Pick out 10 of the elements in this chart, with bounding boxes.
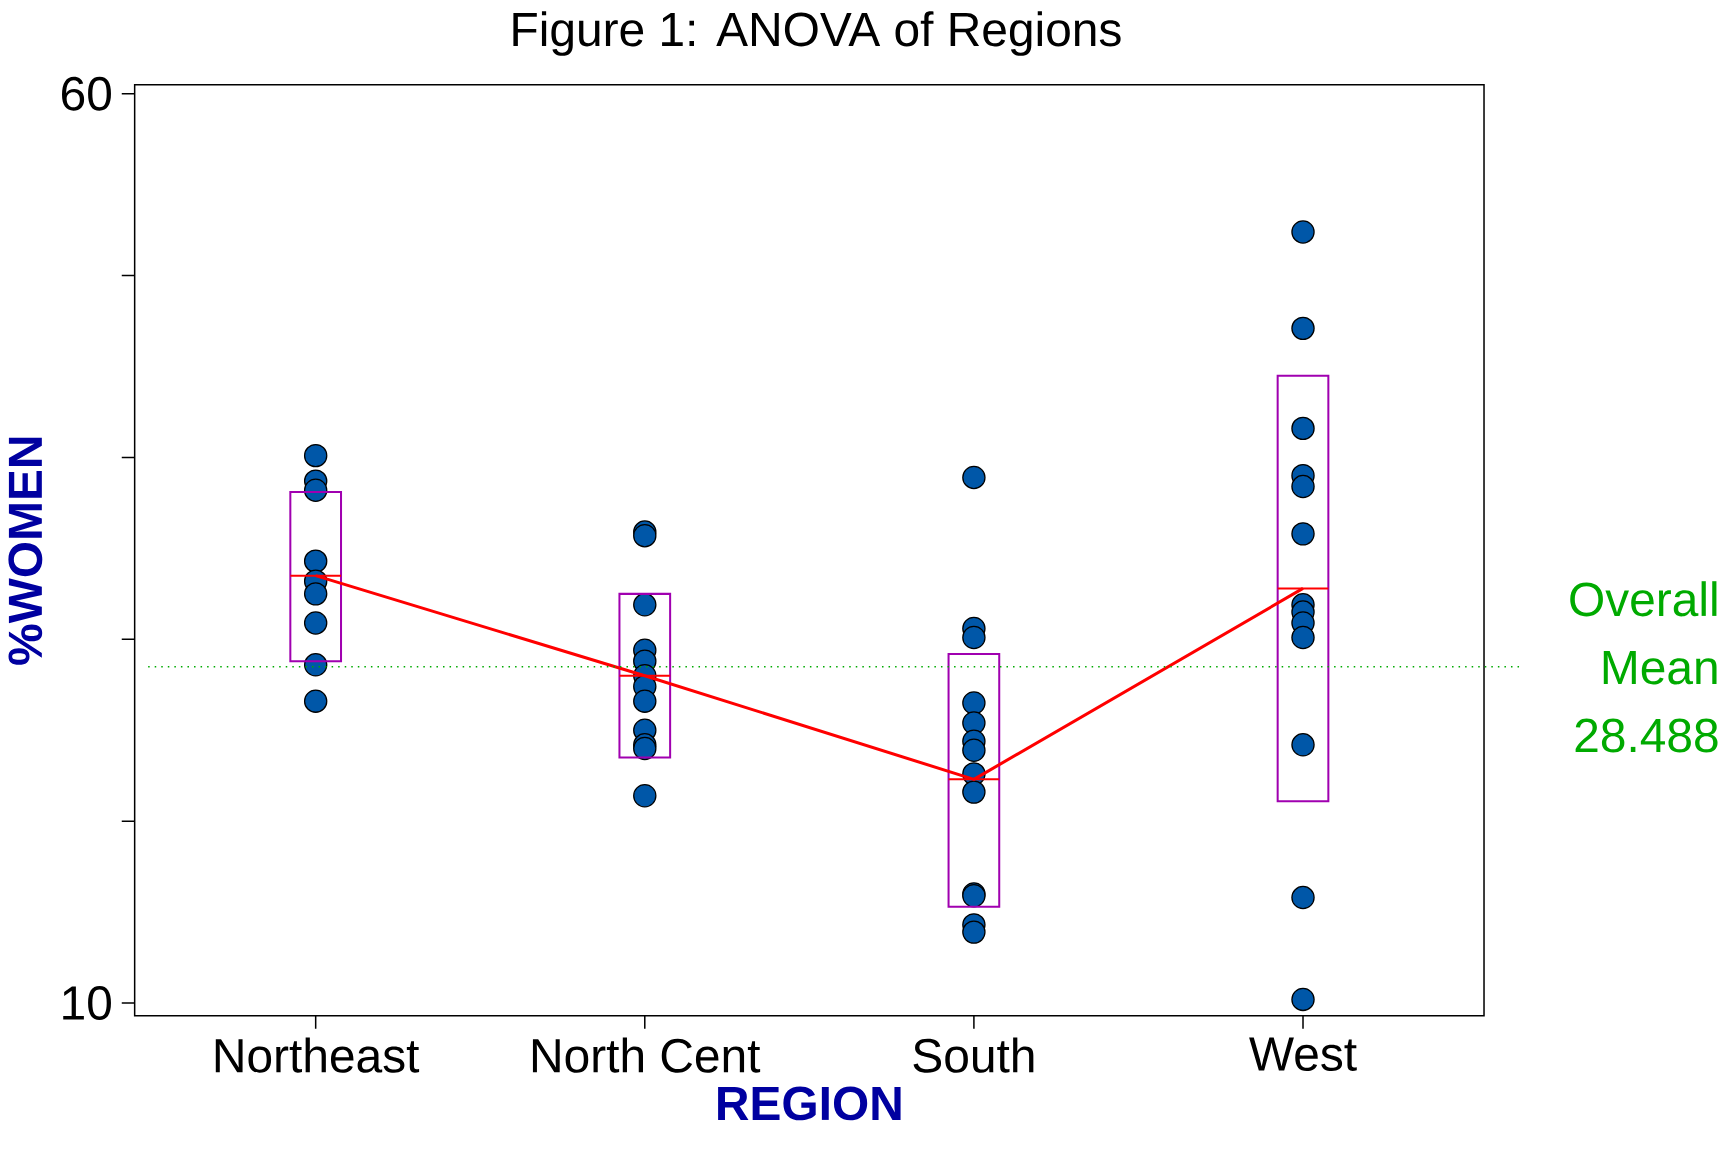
- x-tick-label: South: [913, 1037, 1034, 1073]
- x-tick-label: North Cent: [532, 1037, 761, 1073]
- x-axis-title: REGION: [718, 1086, 901, 1121]
- y-tick-label: 60: [62, 76, 111, 111]
- y-tick-label: 10: [63, 985, 111, 1020]
- y-axis-title: %WOMEN: [8, 437, 43, 665]
- ref-line-label: Overall Mean 28.488: [1570, 581, 1718, 753]
- chart-title: Figure 1: ANOVA of Regions: [513, 11, 1121, 56]
- x-tick-label: Northeast: [215, 1037, 420, 1073]
- x-tick-label: West: [1249, 1037, 1357, 1071]
